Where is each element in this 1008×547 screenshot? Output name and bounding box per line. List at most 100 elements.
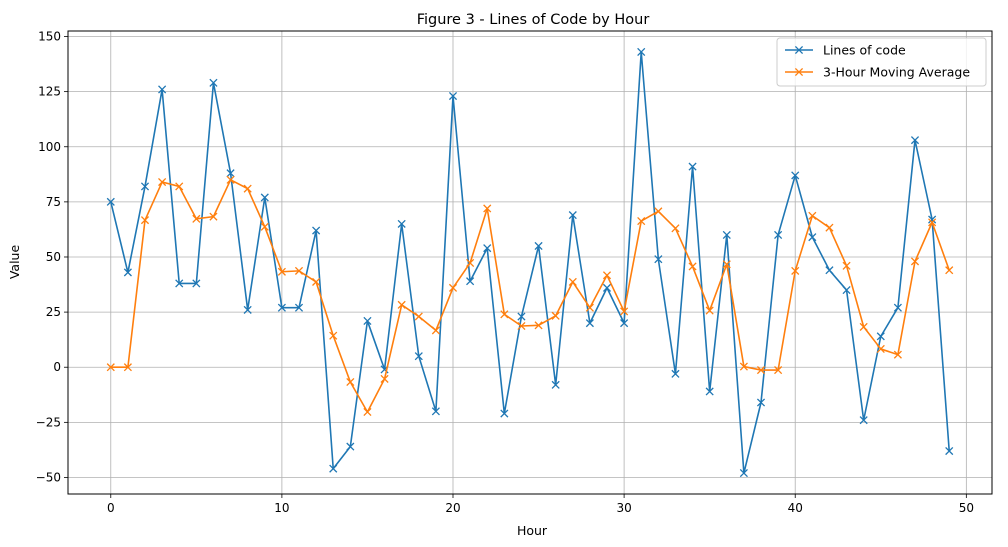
data-point (277, 267, 286, 276)
data-point (158, 177, 167, 187)
data-point (346, 442, 355, 451)
data-point (277, 303, 286, 312)
data-point (414, 312, 423, 321)
data-point (106, 363, 115, 372)
legend: Lines of code 3-Hour Moving Average (776, 37, 987, 87)
data-point (756, 366, 766, 375)
data-point (876, 332, 885, 341)
data-point (414, 352, 423, 361)
legend-entry: 3-Hour Moving Average (785, 65, 970, 80)
data-point (517, 321, 526, 331)
data-point (893, 303, 902, 312)
data-point (739, 362, 748, 371)
legend-marker (794, 67, 804, 77)
data-point (346, 377, 355, 387)
data-point (448, 91, 458, 101)
data-point (551, 311, 560, 320)
series-2 (106, 175, 954, 417)
data-point (774, 366, 783, 375)
data-point (842, 261, 851, 270)
data-point (466, 258, 475, 268)
data-point (637, 216, 646, 226)
data-point (910, 136, 920, 145)
y-tick-label: 75 (46, 195, 61, 209)
data-point (568, 277, 577, 286)
data-point (431, 326, 440, 335)
data-point (910, 257, 920, 266)
data-point (876, 344, 885, 353)
data-point (654, 207, 663, 216)
data-point (585, 303, 594, 312)
data-point (825, 266, 834, 275)
data-point (329, 331, 338, 340)
legend-box (776, 37, 987, 87)
data-point (637, 47, 646, 57)
data-point (808, 211, 817, 220)
x-tick-label: 50 (959, 501, 974, 515)
data-point (859, 322, 868, 331)
data-point (448, 283, 458, 292)
data-point (688, 162, 697, 171)
data-point (483, 244, 492, 253)
data-point (517, 312, 526, 321)
plot-frame (67, 30, 993, 495)
data-point (363, 407, 372, 417)
data-point (688, 262, 697, 271)
x-tick-label: 40 (788, 501, 803, 515)
y-tick-label: 0 (53, 360, 61, 374)
data-point (654, 255, 663, 264)
data-point (397, 219, 406, 228)
data-point (226, 169, 235, 178)
series-line (110, 179, 950, 413)
y-tick-label: 125 (38, 85, 61, 99)
data-point (363, 316, 372, 325)
data-point (158, 85, 167, 94)
data-point (123, 363, 132, 372)
data-point (243, 184, 252, 193)
data-point (243, 305, 252, 314)
data-point (859, 416, 868, 425)
y-axis-label: Value (7, 245, 22, 280)
axis-ticks: 0 10 20 30 40 50 −50 −25 0 25 50 75 100 125 150 (36, 30, 974, 515)
data-point (705, 387, 714, 396)
data-point (791, 171, 800, 180)
data-point (825, 223, 834, 232)
data-point (602, 271, 612, 280)
data-point (192, 214, 201, 223)
data-point (671, 369, 680, 378)
data-point (722, 260, 731, 269)
legend-label: 3-Hour Moving Average (823, 65, 970, 80)
data-point (842, 285, 851, 295)
data-point (568, 211, 577, 220)
series-layer (106, 47, 954, 478)
data-point (585, 319, 594, 328)
data-point (928, 215, 937, 224)
x-tick-label: 20 (445, 501, 460, 515)
x-tick-label: 0 (107, 501, 115, 515)
data-point (945, 446, 954, 456)
data-point (192, 279, 201, 288)
x-tick-label: 10 (274, 501, 289, 515)
data-point (739, 468, 748, 478)
data-point (602, 283, 612, 292)
data-point (928, 218, 937, 227)
y-tick-label: −25 (36, 415, 61, 429)
x-axis-label: Hour (517, 523, 548, 538)
x-tick-label: 30 (616, 501, 631, 515)
data-point (722, 230, 731, 240)
data-point (534, 241, 543, 251)
data-point (140, 182, 150, 191)
data-point (431, 407, 440, 416)
data-point (466, 277, 475, 286)
data-point (380, 374, 389, 383)
data-point (534, 321, 543, 330)
data-point (397, 300, 406, 309)
data-point (756, 398, 766, 407)
legend-entry: Lines of code (785, 43, 906, 58)
data-point (312, 226, 321, 235)
data-point (123, 268, 132, 277)
data-point (791, 266, 800, 275)
legend-label: Lines of code (823, 43, 906, 58)
data-point (620, 319, 629, 328)
